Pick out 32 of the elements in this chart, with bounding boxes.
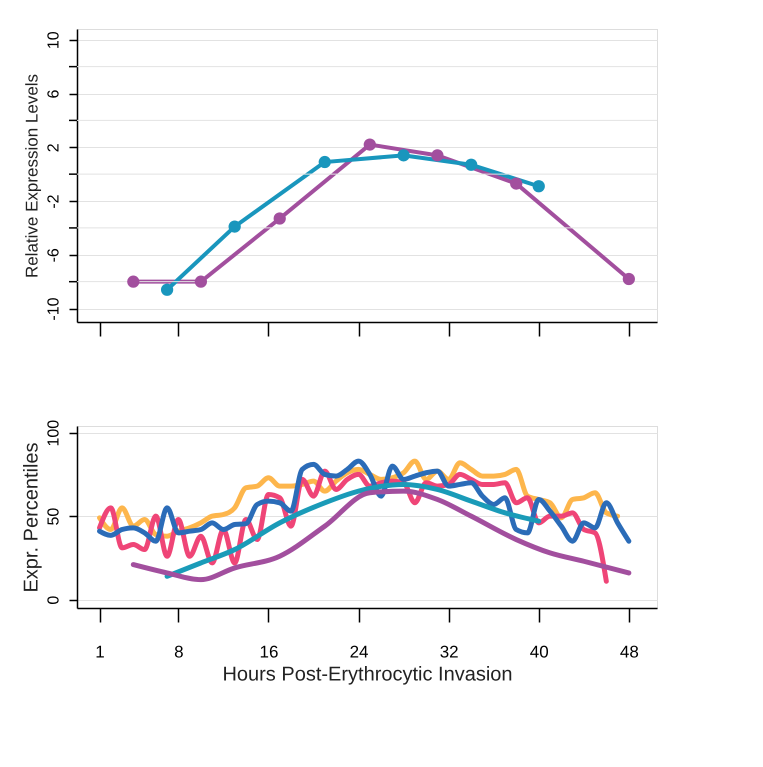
point (228, 220, 241, 233)
point (532, 180, 545, 192)
point (622, 272, 635, 286)
x-tick-label: 1 (95, 642, 105, 662)
y-axis-title: Expr. Percentiles (20, 442, 42, 593)
x-tick-label: 16 (259, 642, 278, 662)
point (510, 177, 522, 190)
point (465, 158, 478, 171)
x-tick-label: 24 (350, 642, 369, 662)
point (127, 276, 140, 288)
y-tick-label: 50 (46, 508, 62, 526)
point (274, 212, 286, 225)
x-axis-title: Hours Post-Erythrocytic Invasion (222, 664, 513, 686)
point (397, 149, 410, 162)
x-tick-label: 8 (174, 642, 184, 662)
y-tick-label: 6 (46, 89, 62, 98)
y-tick-label: -2 (46, 194, 62, 209)
point (318, 156, 331, 168)
y-axis-title: Relative Expression Levels (22, 74, 42, 278)
x-tick-label: 48 (620, 642, 639, 662)
point (160, 284, 174, 296)
y-tick-label: 0 (46, 596, 62, 605)
x-tick-label: 32 (440, 642, 459, 662)
y-tick-label: 2 (46, 143, 62, 152)
point (194, 276, 208, 288)
y-tick-label: -6 (46, 248, 62, 262)
x-tick-label: 40 (530, 642, 549, 662)
y-tick-label: 100 (46, 420, 62, 447)
y-tick-label: 10 (46, 31, 62, 50)
point (364, 138, 376, 151)
y-tick-label: -10 (46, 297, 62, 321)
point (431, 149, 444, 162)
